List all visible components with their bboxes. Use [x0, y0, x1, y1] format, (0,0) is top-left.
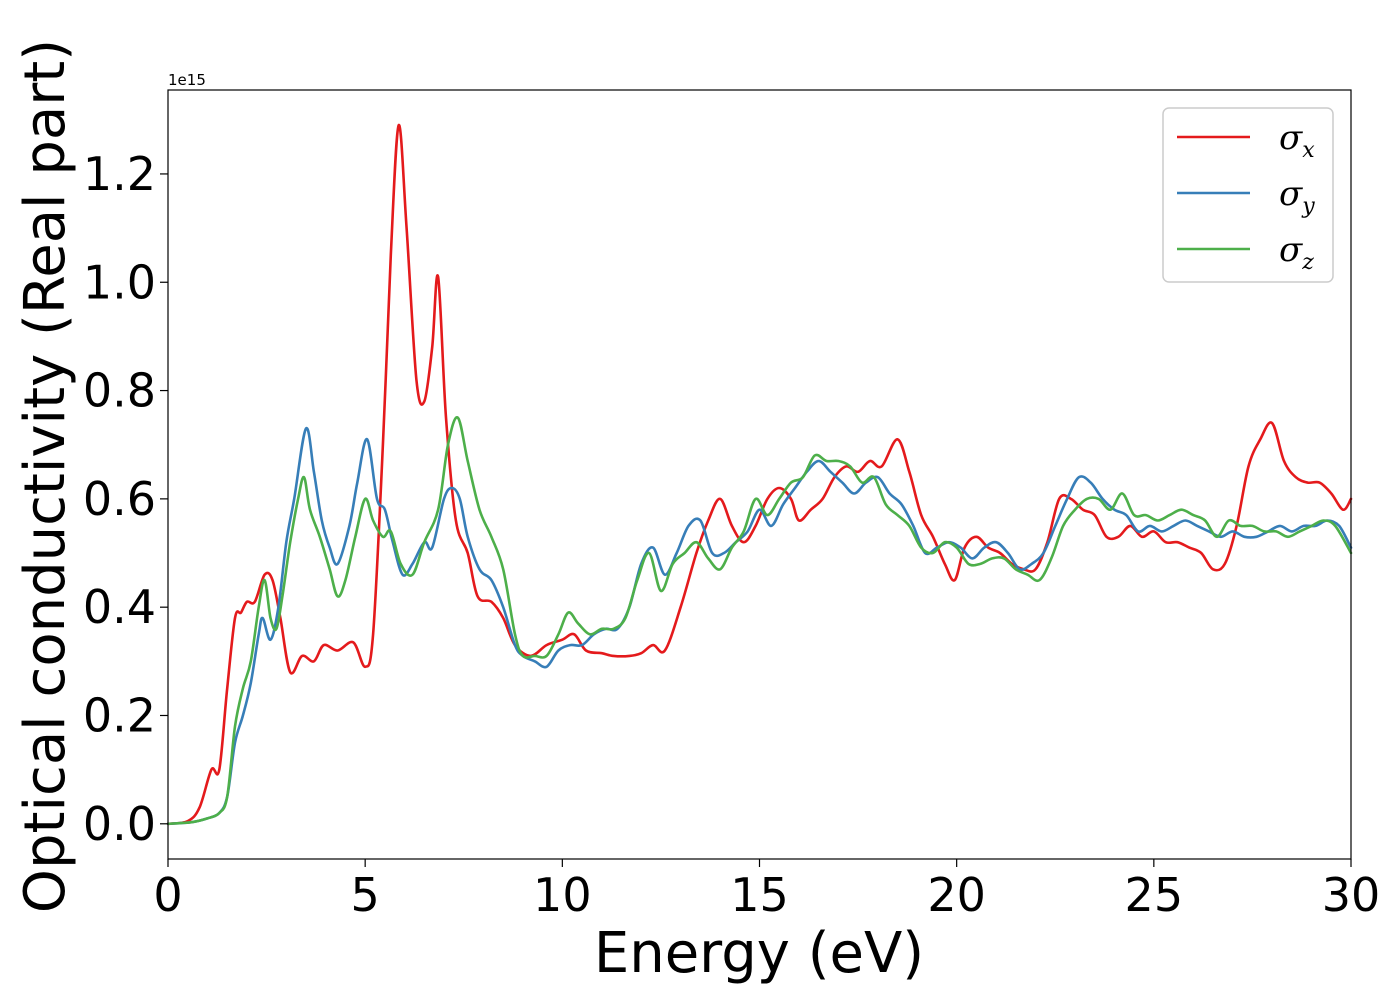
y-tick-label: 0.4 [83, 580, 156, 634]
legend-label-z: σz [1279, 230, 1314, 275]
x-tick-label: 15 [730, 868, 789, 922]
legend-label-x: σx [1279, 118, 1315, 163]
legend: σx σy σz [1162, 107, 1334, 283]
series-layer [166, 123, 1353, 826]
y-tick-label: 0.8 [83, 364, 156, 418]
x-tick-label: 0 [153, 868, 182, 922]
x-tick-label: 10 [533, 868, 592, 922]
y-offset-label: 1e15 [168, 71, 206, 89]
y-axis: 0.0 0.2 0.4 0.6 0.8 1.0 1.2 [83, 147, 168, 851]
legend-items: σx σy σz [1177, 118, 1315, 275]
y-tick-label: 0.6 [83, 472, 156, 526]
legend-label-y: σy [1279, 174, 1315, 219]
y-tick-label: 1.2 [83, 147, 156, 201]
y-tick-label: 0.0 [83, 797, 156, 851]
y-axis-label: Optical conductivity (Real part) [13, 39, 78, 913]
series-line-z [166, 416, 1353, 826]
x-axis: 0 5 10 15 20 25 30 [153, 859, 1380, 922]
legend-frame [1162, 107, 1334, 283]
y-tick-label: 0.2 [83, 688, 156, 742]
series-line-x [166, 123, 1353, 826]
series-line-y [166, 427, 1353, 826]
x-axis-label: Energy (eV) [594, 921, 924, 986]
x-tick-label: 5 [351, 868, 380, 922]
x-tick-label: 25 [1125, 868, 1184, 922]
y-tick-label: 1.0 [83, 255, 156, 309]
plot-area-background [168, 90, 1351, 859]
x-tick-label: 30 [1322, 868, 1381, 922]
x-tick-label: 20 [927, 868, 986, 922]
